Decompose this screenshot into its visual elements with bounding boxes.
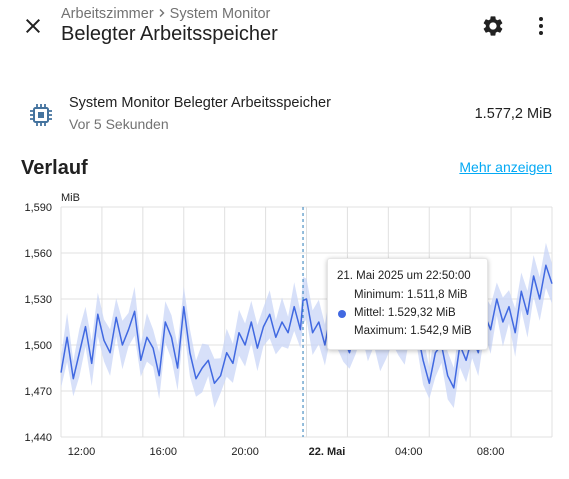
entity-state-value: 1.577,2 MiB [474, 106, 552, 122]
y-tick-label: 1,560 [24, 248, 52, 260]
memory-chip-icon [30, 104, 52, 126]
tooltip-series-dot [338, 310, 346, 318]
entity-name: System Monitor Belegter Arbeitsspeicher [69, 95, 331, 111]
gear-icon [483, 16, 503, 36]
y-tick-label: 1,440 [24, 432, 52, 444]
y-tick-label: 1,590 [24, 202, 52, 214]
page-title: Belegter Arbeitsspeicher [61, 23, 278, 45]
y-axis-label: MiB [61, 192, 80, 204]
x-tick-label: 20:00 [231, 446, 259, 458]
show-more-link[interactable]: Mehr anzeigen [459, 159, 552, 175]
x-tick-label: 08:00 [477, 446, 505, 458]
y-tick-label: 1,470 [24, 386, 52, 398]
chart-ticks: 1,590 1,560 1,530 1,500 1,470 1,440 12:00 16:00… [24, 202, 504, 458]
y-tick-label: 1,500 [24, 340, 52, 352]
tooltip-mean: Mittel: 1.529,32 MiB [354, 307, 456, 319]
settings-button[interactable] [473, 6, 513, 46]
y-tick-label: 1,530 [24, 294, 52, 306]
history-title: Verlauf [21, 157, 88, 179]
entity-row[interactable]: System Monitor Belegter Arbeitsspeicher … [0, 88, 569, 144]
tooltip-time: 21. Mai 2025 um 22:50:00 [337, 270, 471, 282]
tooltip-min: Minimum: 1.511,8 MiB [354, 289, 468, 301]
top-app-bar: Arbeitszimmer System Monitor Belegter Ar… [0, 0, 569, 56]
x-tick-label: 16:00 [150, 446, 178, 458]
entity-last-changed: Vor 5 Sekunden [69, 116, 169, 132]
close-icon [26, 19, 40, 33]
x-tick-label: 22. Mai [309, 446, 346, 458]
chart-tooltip: 21. Mai 2025 um 22:50:00 Minimum: 1.511,… [327, 258, 488, 350]
breadcrumb-device[interactable]: System Monitor [169, 6, 271, 22]
breadcrumb: Arbeitszimmer System Monitor [61, 6, 270, 22]
x-tick-label: 04:00 [395, 446, 423, 458]
chevron-right-icon [157, 6, 167, 22]
close-button[interactable] [13, 6, 53, 46]
tooltip-max: Maximum: 1.542,9 MiB [354, 325, 472, 337]
x-tick-label: 12:00 [68, 446, 96, 458]
more-options-button[interactable] [521, 6, 561, 46]
breadcrumb-area[interactable]: Arbeitszimmer [61, 6, 154, 22]
more-vertical-icon [539, 17, 543, 35]
